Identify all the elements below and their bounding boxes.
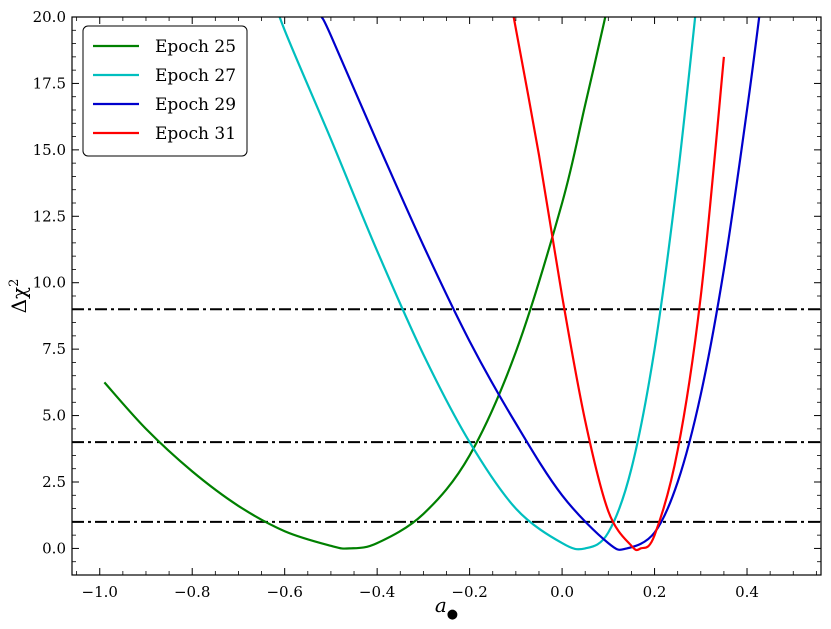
y-axis-label: Δχ2 (7, 279, 31, 314)
legend-label: Epoch 27 (155, 66, 236, 86)
y-tick-label: 17.5 (33, 74, 66, 92)
series-line-2 (278, 17, 697, 551)
x-tick-label: −0.6 (266, 583, 302, 601)
y-tick-label: 5.0 (42, 407, 66, 425)
x-tick-label: 0.4 (735, 583, 759, 601)
series-line-3 (320, 17, 761, 551)
tick-labels: −1.0 −0.8 −0.6 −0.4 −0.2 0.0 0.2 0.4 0.0 2.5 5.0 7.… (33, 8, 759, 601)
y-tick-label: 20.0 (33, 8, 66, 26)
x-tick-label: 0.2 (643, 583, 667, 601)
y-tick-label: 15.0 (33, 141, 66, 159)
series-line-4 (512, 17, 725, 552)
legend-label: Epoch 25 (155, 37, 236, 57)
series-line-1 (103, 17, 607, 550)
x-tick-label: −0.2 (451, 583, 487, 601)
legend-box (82, 25, 248, 157)
y-tick-label: 2.5 (42, 473, 66, 491)
legend: Epoch 25 Epoch 27 Epoch 29 Epoch 31 (82, 25, 248, 157)
x-axis-label: a● (435, 593, 458, 622)
x-tick-label: −1.0 (82, 583, 118, 601)
series-lines (103, 17, 761, 552)
axis-ticks (72, 16, 821, 576)
x-tick-label: −0.8 (174, 583, 210, 601)
legend-label: Epoch 31 (155, 124, 236, 144)
x-tick-label: 0.0 (550, 583, 574, 601)
x-tick-label: −0.4 (359, 583, 395, 601)
y-tick-label: 7.5 (42, 340, 66, 358)
y-tick-label: 12.5 (33, 207, 66, 225)
plot-frame (71, 16, 822, 576)
reference-lines (72, 308, 821, 523)
y-tick-label: 10.0 (33, 274, 66, 292)
y-tick-label: 0.0 (42, 539, 66, 557)
legend-label: Epoch 29 (155, 95, 236, 115)
